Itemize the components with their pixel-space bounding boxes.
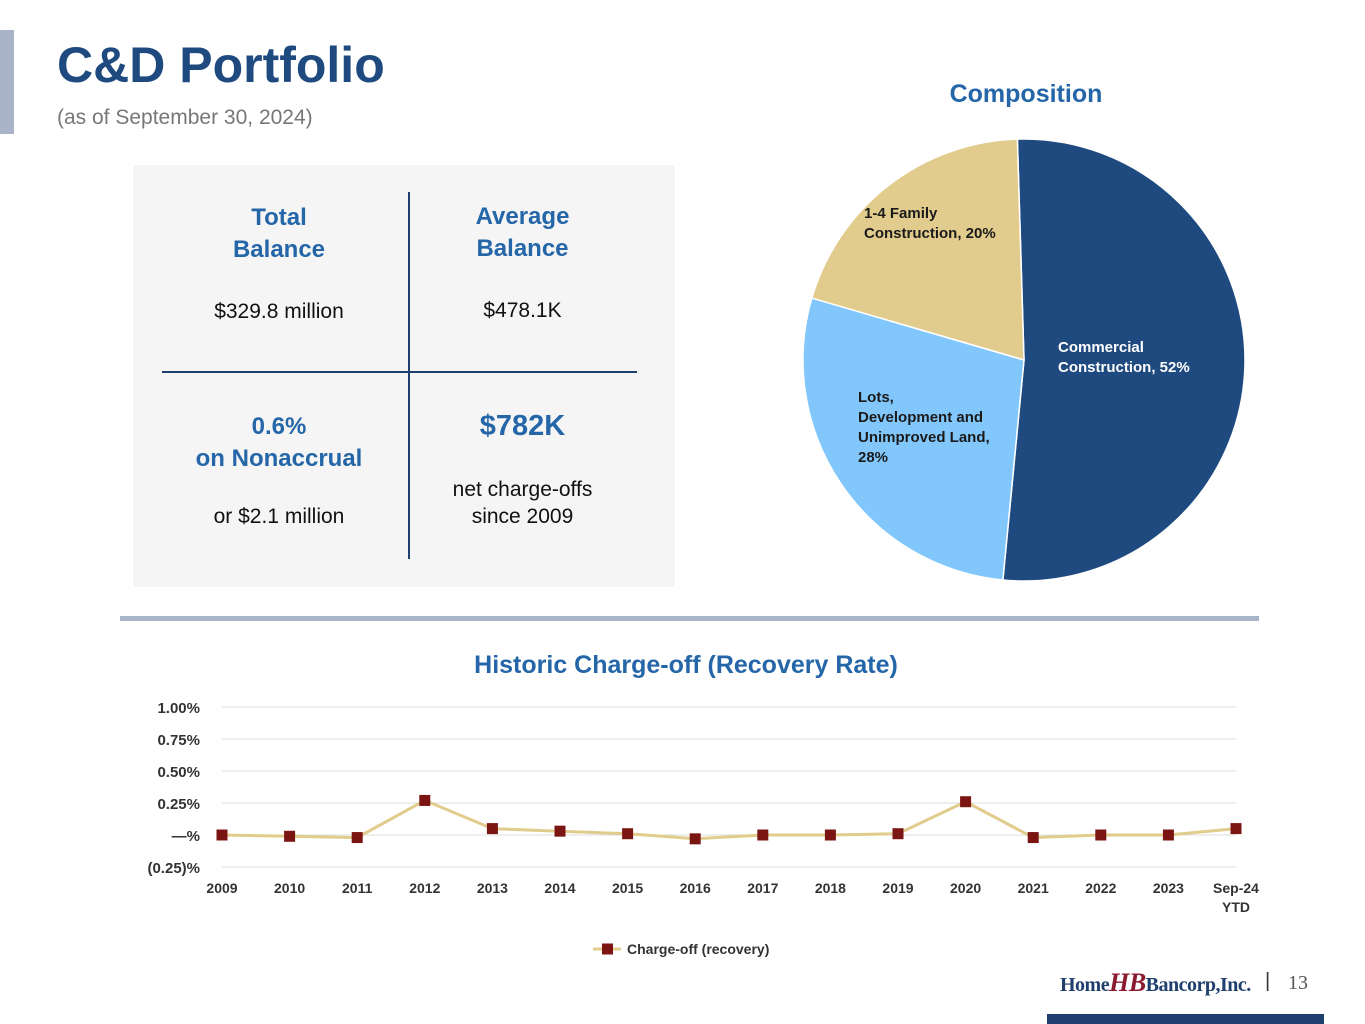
nonaccrual-heading-line1: 0.6%	[251, 413, 307, 440]
legend-marker	[602, 943, 613, 955]
chargeoff-heading: $782K	[479, 410, 566, 442]
x-tick-label: 2019	[882, 880, 913, 896]
composition-chart-title: Composition	[949, 80, 1103, 108]
chargeoff-value-line2: since 2009	[471, 505, 574, 528]
x-tick-label: 2022	[1085, 880, 1116, 896]
pie-label-family-line1: 1-4 Family	[864, 205, 938, 222]
page-title: C&D Portfolio	[57, 37, 385, 93]
data-point-marker	[554, 825, 566, 837]
x-tick-label: 2021	[1018, 880, 1049, 896]
x-tick-label: 2014	[544, 880, 575, 896]
title-accent-bar	[0, 30, 14, 134]
data-point-marker	[486, 823, 498, 835]
legend-label: Charge-off (recovery)	[627, 941, 769, 957]
average-balance-value: $478.1K	[483, 299, 562, 322]
footer-bar	[1047, 1014, 1324, 1024]
pie-label-lots-line3: Unimproved Land,	[858, 429, 990, 446]
x-tick-label: 2009	[206, 880, 237, 896]
pie-slice-2	[810, 138, 1025, 362]
logo-text-bancorp: Bancorp,Inc.	[1145, 974, 1252, 996]
pie-label-commercial: Commercial Construction, 52%	[1058, 338, 1190, 378]
data-point-marker	[689, 833, 701, 845]
stats-horizontal-divider	[162, 371, 637, 373]
chargeoff-line-chart: 1.00% 0.75% 0.50% 0.25% —% (0.25)% 2009 2010 201…	[147, 700, 1259, 957]
data-point-marker	[757, 829, 769, 841]
pie-slice-0	[1002, 138, 1246, 582]
x-tick-label: 2020	[950, 880, 981, 896]
data-point-marker	[824, 829, 836, 841]
data-point-marker	[284, 830, 296, 842]
page-number: 13	[1288, 972, 1308, 994]
series-line	[221, 798, 1237, 841]
x-tick-label: 2011	[342, 880, 373, 896]
x-tick-label: 2010	[274, 880, 305, 896]
logo-text-home: Home	[1060, 974, 1110, 996]
total-balance-heading-line1: Total	[251, 204, 307, 231]
x-tick-label: 2013	[477, 880, 508, 896]
total-balance-value: $329.8 million	[214, 300, 344, 323]
pie-slice-1	[802, 297, 1025, 581]
total-balance-heading: Total Balance	[164, 202, 394, 266]
pie-label-lots-line1: Lots,	[858, 389, 894, 406]
data-point-marker	[1027, 832, 1039, 844]
data-point-marker	[892, 828, 904, 840]
y-tick-label: —%	[172, 828, 200, 845]
data-point-marker	[960, 796, 972, 808]
stats-vertical-divider	[408, 192, 410, 559]
composition-pie-chart	[802, 138, 1246, 582]
x-tick-label: 2023	[1153, 880, 1184, 896]
data-point-marker	[1095, 829, 1107, 841]
chargeoff-value: net charge-offs since 2009	[410, 476, 635, 530]
y-tick-label: (0.25)%	[147, 860, 200, 877]
data-point-marker	[622, 828, 634, 840]
pie-label-lots-line4: 28%	[858, 449, 889, 466]
y-tick-label: 0.50%	[157, 764, 200, 781]
home-bancorp-logo: HomeHBBancorp,Inc.	[1060, 968, 1251, 998]
total-balance-heading-line2: Balance	[232, 236, 326, 263]
y-tick-label: 0.75%	[157, 732, 200, 749]
x-tick-label: Sep-24	[1213, 880, 1259, 896]
data-point-marker	[1162, 829, 1174, 841]
x-tick-label: 2017	[747, 880, 778, 896]
data-point-marker	[419, 794, 431, 806]
pie-label-commercial-line2: Construction, 52%	[1058, 359, 1190, 376]
y-tick-label: 0.25%	[157, 796, 200, 813]
nonaccrual-heading: 0.6% on Nonaccrual	[164, 411, 394, 475]
average-balance-heading-line1: Average	[475, 203, 570, 230]
pie-label-family: 1-4 Family Construction, 20%	[864, 204, 996, 244]
pie-label-family-line2: Construction, 20%	[864, 225, 996, 242]
x-tick-label: 2016	[680, 880, 711, 896]
pie-label-commercial-line1: Commercial	[1058, 339, 1144, 356]
pie-label-lots: Lots, Development and Unimproved Land, 2…	[858, 388, 990, 468]
nonaccrual-value: or $2.1 million	[213, 505, 345, 528]
data-point-marker	[216, 829, 228, 841]
x-tick-label: 2012	[409, 880, 440, 896]
data-point-marker	[1230, 823, 1242, 835]
pie-label-lots-line2: Development and	[858, 409, 984, 426]
x-tick-label: 2018	[815, 880, 846, 896]
chargeoff-value-line1: net charge-offs	[452, 478, 593, 501]
chargeoff-chart-title: Historic Charge-off (Recovery Rate)	[474, 651, 898, 679]
nonaccrual-heading-line2: on Nonaccrual	[195, 445, 363, 472]
average-balance-heading-line2: Balance	[476, 235, 569, 262]
y-tick-label: 1.00%	[157, 700, 200, 717]
page-subtitle: (as of September 30, 2024)	[57, 106, 313, 129]
section-separator	[120, 616, 1259, 621]
stats-panel	[133, 165, 675, 587]
data-point-marker	[351, 832, 363, 844]
x-tick-label: 2015	[612, 880, 643, 896]
footer-pipe: |	[1265, 970, 1271, 992]
x-tick-sublabel: YTD	[1222, 899, 1250, 915]
average-balance-heading: Average Balance	[410, 201, 635, 265]
logo-mark: HB	[1109, 968, 1146, 997]
